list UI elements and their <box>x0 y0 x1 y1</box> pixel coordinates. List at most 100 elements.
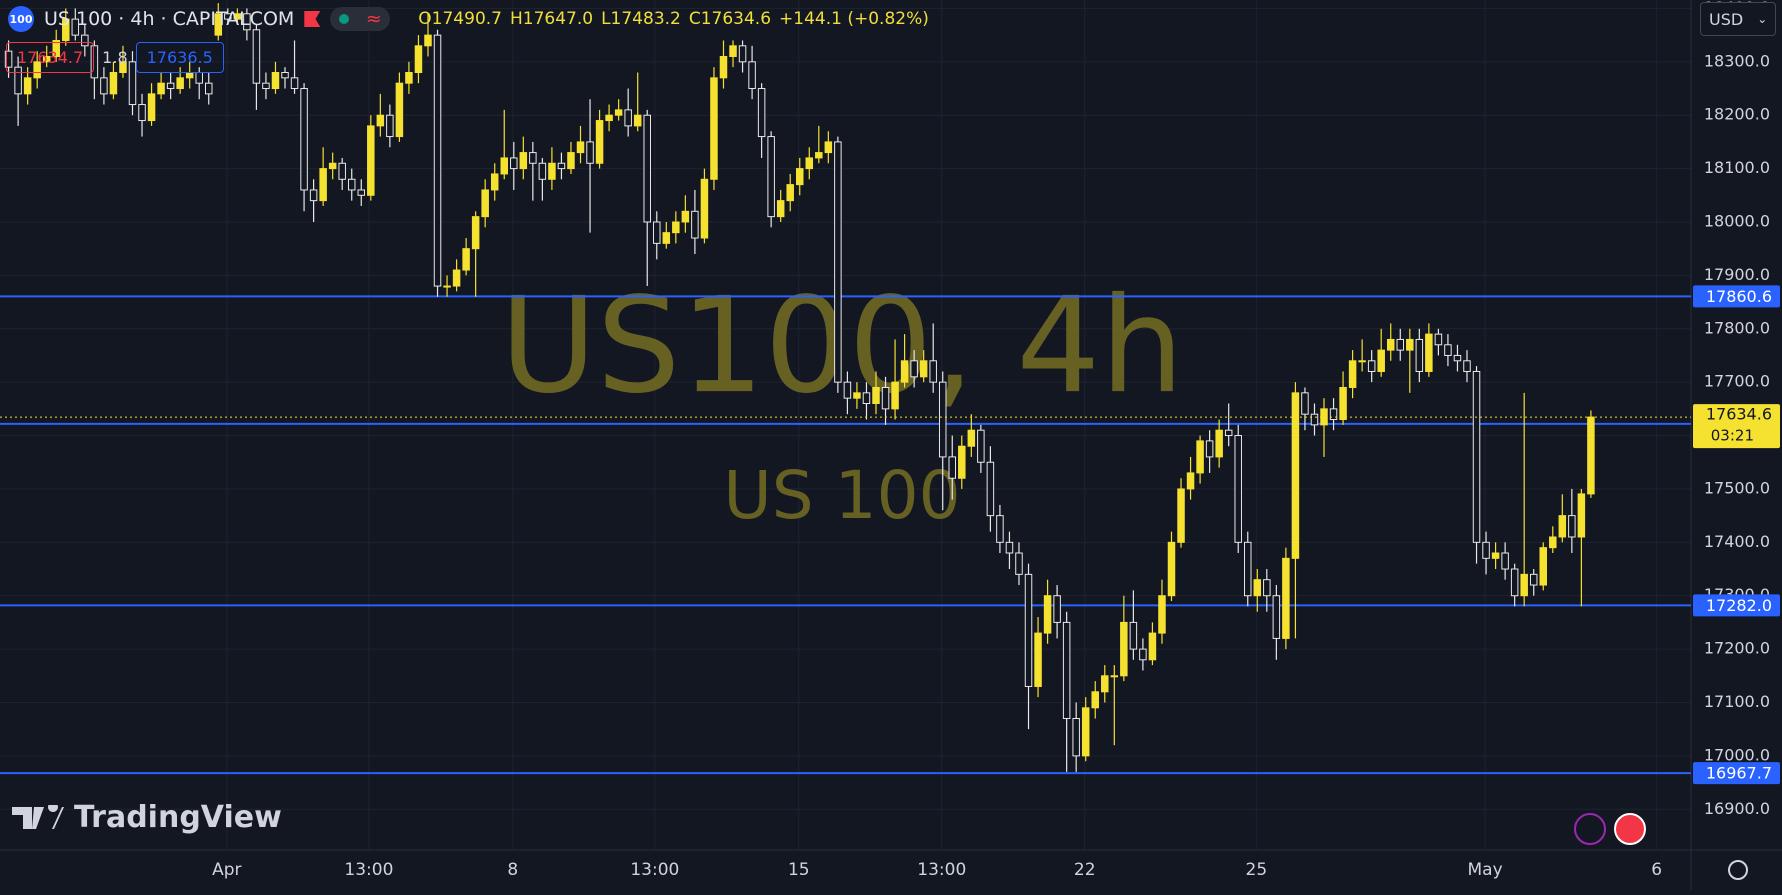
candle-body <box>33 61 41 79</box>
ohlc-values: O17490.7 H17647.0 L17483.2 C17634.6 +144.1 (… <box>418 9 929 29</box>
settings-icon[interactable] <box>1728 860 1748 880</box>
x-tick-label: 13:00 <box>917 860 966 880</box>
ohlc-value: C17634.6 <box>688 9 772 29</box>
candle-body <box>367 125 375 196</box>
candle-body <box>395 82 404 138</box>
candle-body <box>224 13 232 20</box>
x-tick-label: 25 <box>1246 860 1268 880</box>
currency-select[interactable]: USD ⌄ <box>1700 2 1776 36</box>
candle-body <box>1215 429 1223 458</box>
candle-body <box>1510 568 1519 597</box>
candle-body <box>119 61 127 74</box>
candle-body <box>1558 515 1567 538</box>
candle-body <box>853 392 861 399</box>
candle-body <box>529 152 537 164</box>
candle-body <box>1482 541 1490 559</box>
candle-body <box>1167 541 1176 597</box>
y-tick-label: 17100.0 <box>1704 692 1770 711</box>
candle-body <box>443 285 451 288</box>
candle-body <box>262 82 270 90</box>
candle-body <box>614 109 623 116</box>
candle-body <box>691 210 699 239</box>
candle-body <box>891 381 899 410</box>
candle-body <box>1263 579 1271 597</box>
price-label: 17282.0 <box>1706 596 1772 615</box>
candle-body <box>243 13 251 31</box>
flag-icon[interactable] <box>1614 813 1646 845</box>
candle-body <box>319 168 327 202</box>
sell-price[interactable]: 17634.7 <box>6 42 95 73</box>
y-tick-label: 17400.0 <box>1704 532 1770 551</box>
candle-body <box>567 152 575 170</box>
candle-body <box>977 429 985 463</box>
candle-body <box>1101 675 1109 693</box>
dropdown-arrow: ⌄ <box>1757 12 1768 26</box>
candle-body <box>1186 472 1195 490</box>
candle-body <box>633 114 642 127</box>
candle-body <box>557 162 566 170</box>
candle-body <box>672 221 680 234</box>
candle-body <box>1110 675 1119 678</box>
y-tick-label: 18200.0 <box>1704 105 1770 124</box>
candle-body <box>424 34 432 47</box>
candle-body <box>81 34 89 47</box>
candle-body <box>948 456 957 479</box>
candle-body <box>738 45 747 63</box>
spread: 1.8 <box>102 48 128 67</box>
symbol-title[interactable]: US 100 · 4h · CAPITALCOM <box>44 8 295 30</box>
candle-body <box>1367 360 1376 372</box>
candle-body <box>958 445 966 479</box>
candle-body <box>14 66 22 95</box>
candle-body <box>52 39 60 57</box>
candle-body <box>281 72 289 79</box>
candle-body <box>1406 338 1414 351</box>
candle-body <box>519 152 528 170</box>
candle-body <box>1329 408 1338 421</box>
candle-body <box>462 248 470 271</box>
status-pill[interactable]: ≈ <box>330 7 391 31</box>
candle-body <box>805 157 814 170</box>
candle-body <box>471 216 480 250</box>
lightning-icon[interactable] <box>1574 813 1606 845</box>
candle-body <box>128 61 137 106</box>
candle-body <box>1568 515 1576 538</box>
candle-body <box>309 189 318 202</box>
candle-body <box>1224 429 1233 437</box>
candle-body <box>205 82 213 95</box>
candle-body <box>1472 370 1481 543</box>
candle-body <box>166 82 175 90</box>
wave-icon: ≈ <box>365 8 382 30</box>
flag-icon[interactable] <box>304 11 321 27</box>
x-tick-label: 13:00 <box>630 860 679 880</box>
buy-price[interactable]: 17636.5 <box>135 42 224 73</box>
price-label: 16967.7 <box>1706 764 1772 783</box>
y-tick-label: 17800.0 <box>1704 318 1770 337</box>
x-tick-label: Apr <box>212 860 241 880</box>
candle-body <box>776 200 785 218</box>
candle-body <box>23 77 32 95</box>
candle-body <box>967 429 976 447</box>
y-tick-label: 18100.0 <box>1704 158 1770 177</box>
candle-body <box>1501 552 1509 570</box>
candle-body <box>1358 360 1366 363</box>
trade-buttons: 17634.7 1.8 17636.5 <box>6 42 224 73</box>
y-tick-label: 17500.0 <box>1704 478 1770 497</box>
brand-mark <box>12 804 64 829</box>
candle-body <box>1148 632 1157 661</box>
candle-body <box>290 77 299 90</box>
candle-body <box>1091 691 1099 709</box>
candle-body <box>1129 621 1138 650</box>
candle-body <box>1529 573 1538 586</box>
candle-body <box>347 178 356 191</box>
candle-body <box>1386 338 1395 351</box>
last-price-box <box>1693 404 1780 449</box>
candle-body <box>824 141 833 154</box>
x-tick-label: 8 <box>507 860 518 880</box>
candle-body <box>414 45 423 74</box>
y-tick-label: 16900.0 <box>1704 799 1770 818</box>
y-tick-label: 17200.0 <box>1704 639 1770 658</box>
candle-body <box>328 162 337 170</box>
candle-body <box>653 221 661 244</box>
candle-body <box>157 82 165 95</box>
candle-body <box>576 141 585 154</box>
